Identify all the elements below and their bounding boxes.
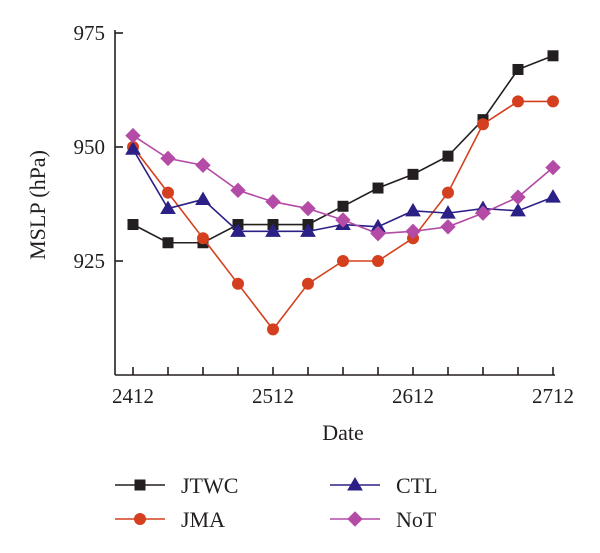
y-tick-label: 950 — [74, 135, 106, 159]
legend-marker-jma — [134, 513, 146, 525]
x-tick-label: 2712 — [532, 384, 574, 408]
data-point-jma — [477, 118, 489, 131]
legend-label-jma: JMA — [181, 507, 225, 532]
legend-item-not: NoT — [330, 507, 437, 532]
data-point-not — [335, 212, 351, 228]
data-point-jma — [512, 95, 524, 108]
data-point-jma — [267, 323, 279, 336]
y-ticks: 925 950 975 — [74, 21, 123, 273]
legend-item-ctl: CTL — [330, 473, 438, 498]
data-point-not — [475, 205, 491, 221]
data-point-ctl — [160, 200, 176, 215]
data-point-not — [510, 189, 526, 205]
data-point-jtwc — [407, 168, 419, 180]
x-axis-title: Date — [322, 420, 364, 445]
data-point-not — [230, 182, 246, 199]
legend-marker-not — [347, 511, 363, 527]
data-point-jtwc — [337, 200, 349, 212]
y-tick-label: 925 — [74, 249, 106, 273]
legend-label-jtwc: JTWC — [181, 473, 238, 498]
data-point-ctl — [300, 223, 316, 237]
data-point-ctl — [510, 202, 526, 217]
data-point-not — [545, 159, 561, 176]
data-point-jtwc — [442, 150, 454, 162]
x-ticks: 2412 2512 2612 2712 — [112, 367, 574, 408]
data-point-ctl — [545, 189, 561, 203]
y-tick-label: 975 — [74, 21, 106, 45]
series-jma — [127, 95, 559, 336]
data-point-not — [405, 223, 421, 240]
data-point-not — [195, 157, 211, 173]
data-point-jma — [197, 232, 209, 245]
legend-item-jma: JMA — [115, 507, 225, 532]
data-point-jma — [302, 277, 314, 290]
data-point-jtwc — [547, 50, 559, 62]
y-axis-title: MSLP (hPa) — [25, 150, 50, 260]
axes — [114, 30, 555, 376]
legend: JTWC CTL JMA NoT — [115, 473, 438, 532]
data-point-not — [125, 127, 141, 144]
data-point-not — [160, 150, 176, 167]
legend-label-not: NoT — [396, 507, 437, 532]
legend-item-jtwc: JTWC — [115, 473, 238, 498]
legend-marker-jtwc — [134, 479, 146, 491]
legend-marker-ctl — [347, 477, 363, 491]
series-layer — [125, 50, 561, 336]
data-point-not — [440, 219, 456, 235]
data-point-not — [265, 194, 281, 210]
legend-label-ctl: CTL — [396, 473, 438, 498]
data-point-jma — [372, 255, 384, 267]
x-tick-label: 2612 — [392, 384, 434, 408]
data-point-ctl — [265, 223, 281, 237]
data-point-jma — [442, 186, 454, 199]
data-point-jma — [162, 186, 174, 199]
data-point-not — [370, 225, 386, 242]
data-point-ctl — [440, 205, 456, 219]
data-point-ctl — [195, 191, 211, 205]
x-tick-label: 2512 — [252, 384, 294, 408]
data-point-ctl — [405, 202, 421, 217]
data-point-jma — [547, 95, 559, 108]
x-tick-label: 2412 — [112, 384, 154, 408]
data-point-jtwc — [512, 63, 524, 75]
data-point-ctl — [125, 141, 141, 155]
data-point-ctl — [230, 223, 246, 237]
data-point-jtwc — [127, 219, 139, 231]
data-point-not — [300, 200, 316, 217]
data-point-jtwc — [372, 182, 384, 194]
series-not — [125, 127, 561, 242]
data-point-jtwc — [162, 237, 174, 249]
data-point-jma — [337, 255, 349, 267]
data-point-jma — [232, 277, 244, 290]
